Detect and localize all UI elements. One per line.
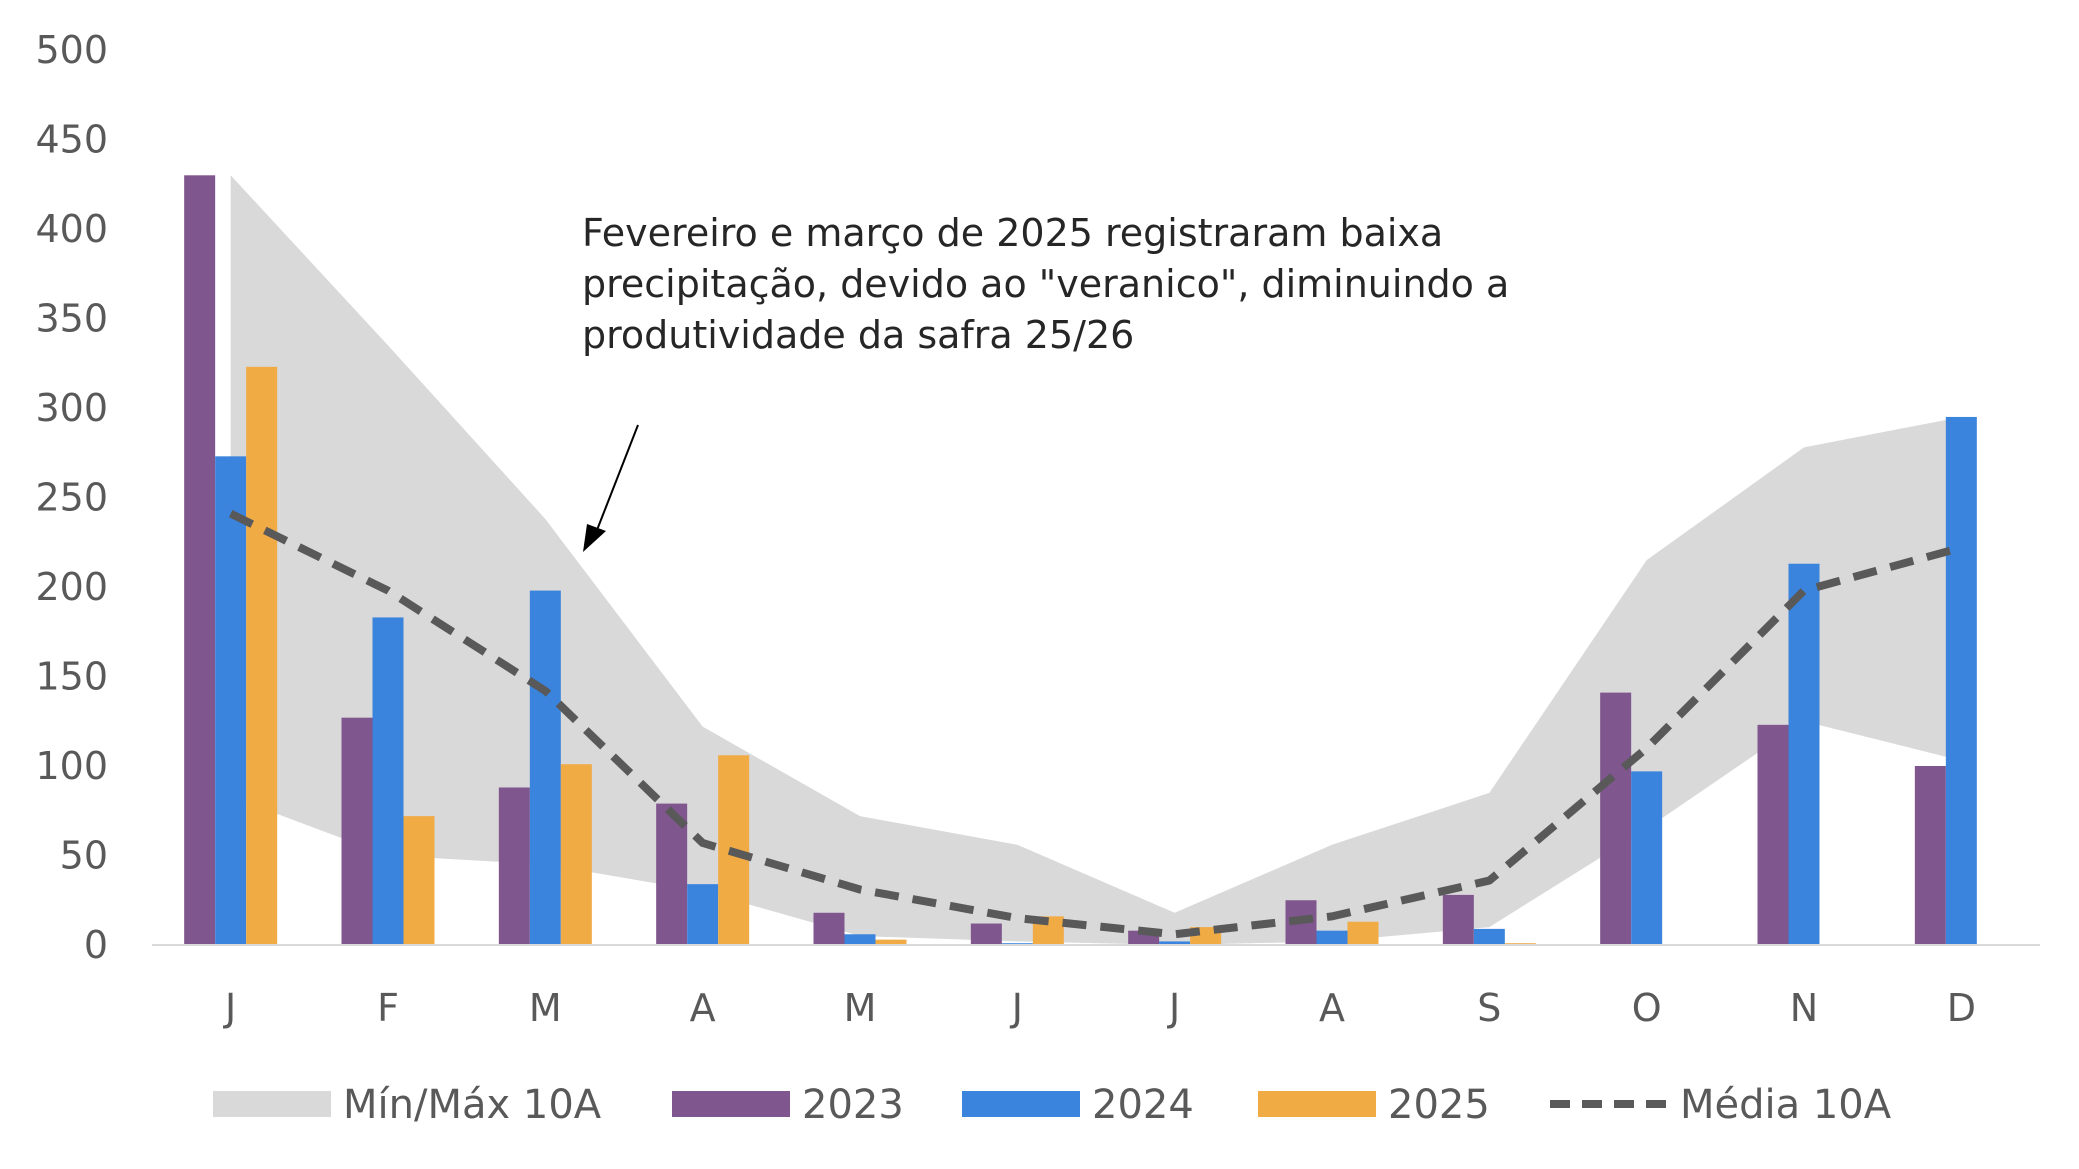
annotation-arrow-head bbox=[583, 524, 606, 552]
bar-2025-2 bbox=[560, 764, 592, 945]
bar-2024-4 bbox=[844, 934, 876, 945]
x-tick-label: A bbox=[690, 986, 716, 1030]
bar-2024-9 bbox=[1631, 771, 1663, 945]
x-tick-label: N bbox=[1790, 986, 1818, 1030]
bar-2024-1 bbox=[372, 617, 404, 945]
min-max-band-layer bbox=[230, 175, 1962, 946]
bar-2023-2 bbox=[498, 787, 530, 945]
x-tick-label: A bbox=[1319, 986, 1345, 1030]
bar-2023-11 bbox=[1914, 766, 1946, 945]
annotation-arrow-layer bbox=[583, 424, 639, 552]
legend-label-3: 2025 bbox=[1388, 1082, 1490, 1128]
bar-2024-10 bbox=[1788, 563, 1820, 945]
y-tick-label: 500 bbox=[35, 28, 108, 72]
y-tick-label: 50 bbox=[60, 834, 108, 878]
legend-swatch-2 bbox=[962, 1091, 1080, 1117]
x-tick-label: J bbox=[223, 986, 236, 1030]
bar-2024-3 bbox=[687, 884, 719, 945]
legend-label-1: 2023 bbox=[802, 1082, 904, 1128]
legend-swatch-0 bbox=[213, 1091, 331, 1117]
bar-2024-11 bbox=[1945, 416, 1977, 945]
x-tick-label: M bbox=[529, 986, 562, 1030]
bar-2024-6 bbox=[1159, 941, 1191, 945]
bar-2025-4 bbox=[875, 939, 907, 945]
bar-2025-0 bbox=[246, 366, 278, 946]
bars-layer bbox=[184, 175, 1977, 946]
bar-2023-9 bbox=[1600, 692, 1632, 945]
x-tick-label: S bbox=[1477, 986, 1501, 1030]
bar-2023-4 bbox=[813, 912, 845, 945]
x-tick-label: J bbox=[1010, 986, 1023, 1030]
bar-2025-1 bbox=[403, 816, 435, 945]
y-tick-label: 250 bbox=[35, 476, 108, 520]
legend-label-4: Média 10A bbox=[1680, 1082, 1892, 1128]
annotation-line-1: Fevereiro e março de 2025 registraram ba… bbox=[582, 211, 1444, 255]
y-tick-label: 300 bbox=[35, 386, 108, 430]
y-tick-label: 200 bbox=[35, 565, 108, 609]
legend-swatch-3 bbox=[1258, 1091, 1376, 1117]
x-tick-label: F bbox=[377, 986, 399, 1030]
bar-2023-5 bbox=[970, 923, 1002, 945]
legend-label-0: Mín/Máx 10A bbox=[343, 1082, 602, 1128]
bar-2023-10 bbox=[1757, 724, 1789, 945]
annotation-text: Fevereiro e março de 2025 registraram ba… bbox=[582, 208, 1682, 361]
axes-layer: 0 50 100 150 200 250 300 350 400 450 500 J F M A M J J A S O… bbox=[35, 28, 2040, 1030]
bar-2025-7 bbox=[1347, 921, 1379, 945]
bar-2024-0 bbox=[215, 456, 247, 945]
legend: Mín/Máx 10A 2023 2024 2025 Média 10A bbox=[213, 1082, 1892, 1128]
bar-2024-8 bbox=[1473, 928, 1505, 945]
bar-2023-0 bbox=[184, 175, 216, 946]
annotation-arrow-shaft bbox=[596, 424, 639, 531]
annotation-line-3: produtividade da safra 25/26 bbox=[582, 313, 1135, 357]
x-tick-label: D bbox=[1947, 986, 1976, 1030]
annotation-line-2: precipitação, devido ao "veranico", dimi… bbox=[582, 262, 1510, 306]
legend-label-2: 2024 bbox=[1092, 1082, 1194, 1128]
bar-2023-1 bbox=[341, 717, 373, 945]
y-tick-label: 450 bbox=[35, 118, 108, 162]
x-tick-label: O bbox=[1632, 986, 1662, 1030]
y-tick-label: 400 bbox=[35, 207, 108, 251]
bar-2024-7 bbox=[1316, 930, 1348, 945]
min-max-band bbox=[230, 175, 1962, 946]
bar-2024-2 bbox=[529, 590, 561, 945]
bar-2023-8 bbox=[1442, 894, 1474, 945]
x-tick-label: J bbox=[1167, 986, 1180, 1030]
y-tick-label: 150 bbox=[35, 655, 108, 699]
y-tick-label: 0 bbox=[84, 923, 108, 967]
y-tick-label: 100 bbox=[35, 744, 108, 788]
x-tick-label: M bbox=[844, 986, 877, 1030]
y-tick-label: 350 bbox=[35, 297, 108, 341]
legend-swatch-1 bbox=[672, 1091, 790, 1117]
